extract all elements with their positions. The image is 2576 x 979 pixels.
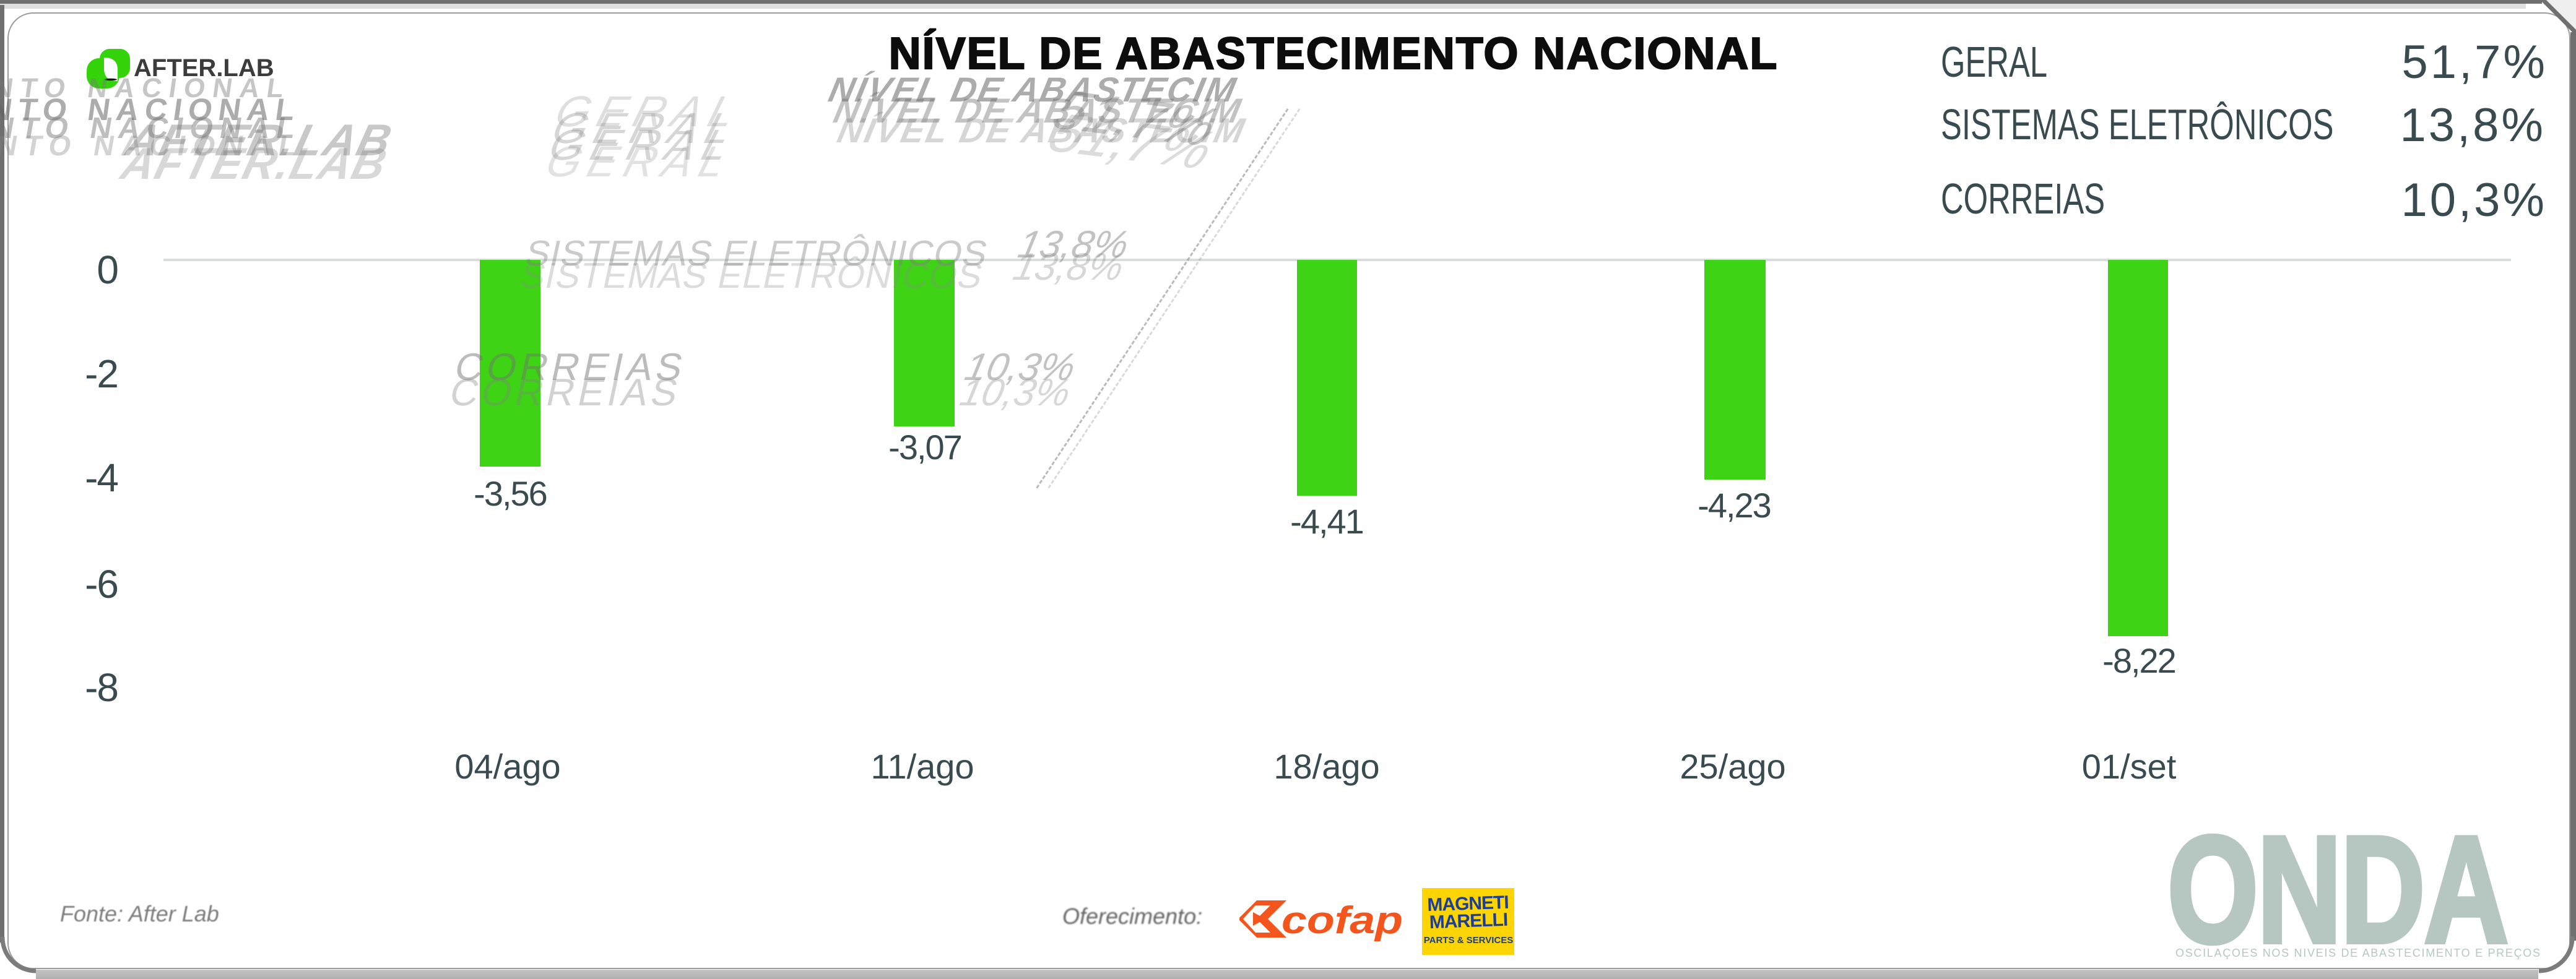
svg-text:cofap: cofap bbox=[1281, 900, 1403, 942]
